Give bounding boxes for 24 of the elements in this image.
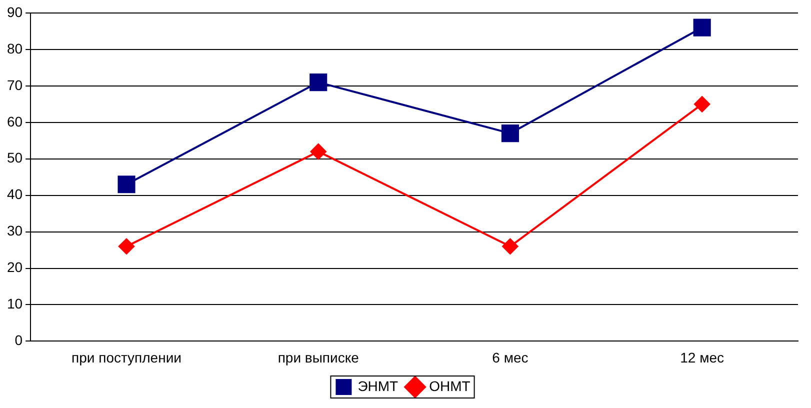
point: [310, 74, 328, 92]
x-tick-label: при поступлении: [72, 349, 182, 366]
y-tick-label: 70: [6, 76, 23, 93]
point: [118, 176, 136, 194]
point: [501, 124, 519, 142]
y-tick-label: 50: [6, 150, 23, 166]
point: [310, 144, 326, 160]
point: [118, 238, 134, 254]
y-tick-label: 20: [6, 259, 23, 276]
y-tick-label: 80: [6, 40, 23, 56]
y-tick-label: 0: [14, 332, 23, 348]
y-tick-label: 40: [6, 186, 23, 202]
x-tick-label: при выписке: [278, 349, 360, 366]
x-tick-label: 12 мес: [680, 349, 724, 366]
legend-label: ОНМТ: [429, 378, 471, 394]
point: [693, 18, 711, 36]
y-tick-label: 30: [6, 222, 23, 239]
legend-label: ЭНМТ: [358, 378, 399, 394]
point: [694, 96, 710, 112]
y-tick-label: 10: [6, 296, 23, 312]
x-tick-label: 6 мес: [492, 349, 528, 366]
y-tick-label: 90: [6, 4, 23, 20]
y-tick-label: 60: [6, 113, 23, 130]
point: [502, 238, 518, 254]
